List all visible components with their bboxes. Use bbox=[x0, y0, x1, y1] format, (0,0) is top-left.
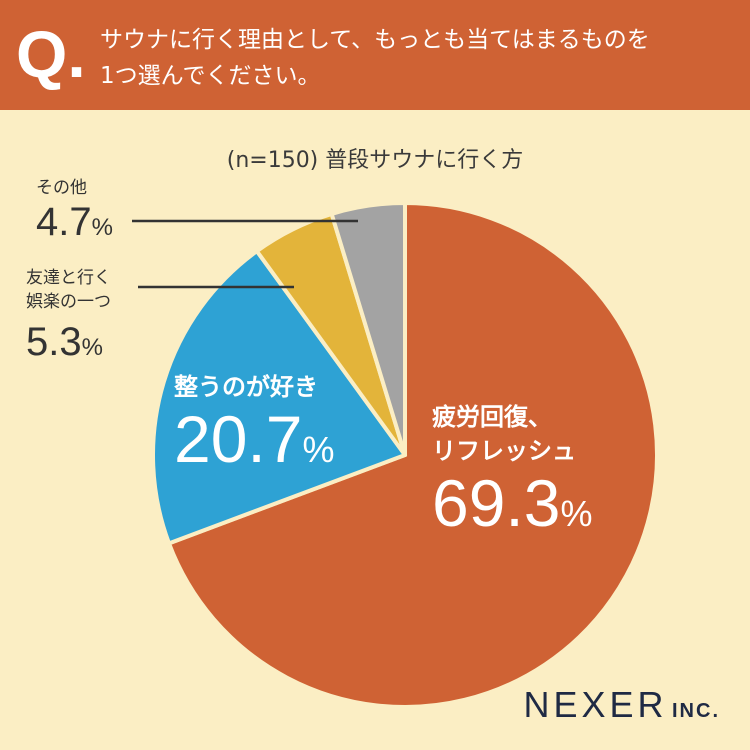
logo-main-text: NEXER bbox=[523, 684, 668, 725]
slice-value-friends-unit: % bbox=[81, 334, 103, 361]
logo-sub-text: INC. bbox=[672, 700, 720, 722]
slice-label-refresh: 疲労回復、 リフレッシュ 69.3% bbox=[432, 400, 592, 549]
slice-name-other: その他 bbox=[36, 178, 87, 198]
slice-name-totonou: 整うのが好き bbox=[174, 373, 318, 401]
nexer-logo: NEXER INC. bbox=[524, 684, 720, 726]
slice-label-other: その他 4.7% bbox=[36, 176, 113, 250]
slice-value-refresh-unit: % bbox=[560, 493, 593, 534]
question-line-1: サウナに行く理由として、もっとも当てはまるものを bbox=[100, 27, 650, 53]
slice-totonou bbox=[151, 249, 407, 546]
slice-refresh bbox=[166, 201, 659, 709]
question-text: サウナに行く理由として、もっとも当てはまるものを 1つ選んでください。 bbox=[100, 22, 740, 94]
slice-name-refresh-line2: リフレッシュ bbox=[432, 437, 576, 465]
slice-value-totonou-number: 20.7 bbox=[174, 402, 303, 476]
slice-value-refresh: 69.3% bbox=[432, 468, 592, 549]
slice-value-friends-number: 5.3 bbox=[26, 320, 82, 364]
chart-title: (n=150) 普段サウナに行く方 bbox=[226, 148, 524, 173]
question-header: Q. サウナに行く理由として、もっとも当てはまるものを 1つ選んでください。 bbox=[0, 0, 750, 110]
slice-value-friends: 5.3% bbox=[26, 320, 111, 370]
question-mark: Q. bbox=[16, 17, 86, 91]
question-line-2: 1つ選んでください。 bbox=[100, 63, 321, 89]
slice-value-other: 4.7% bbox=[36, 200, 113, 250]
slice-value-other-number: 4.7 bbox=[36, 200, 92, 244]
slice-value-totonou-unit: % bbox=[302, 429, 335, 470]
slice-name-friends-line1: 友達と行く bbox=[26, 268, 111, 288]
slice-label-totonou: 整うのが好き 20.7% bbox=[174, 370, 334, 485]
slice-other bbox=[329, 201, 407, 457]
slice-label-friends: 友達と行く 娯楽の一つ 5.3% bbox=[26, 266, 111, 370]
slice-value-refresh-number: 69.3 bbox=[432, 466, 561, 540]
slice-name-friends-line2: 娯楽の一つ bbox=[26, 292, 111, 312]
slice-value-totonou: 20.7% bbox=[174, 404, 334, 485]
slice-value-other-unit: % bbox=[91, 214, 113, 241]
slice-name-refresh-line1: 疲労回復、 bbox=[432, 403, 552, 431]
